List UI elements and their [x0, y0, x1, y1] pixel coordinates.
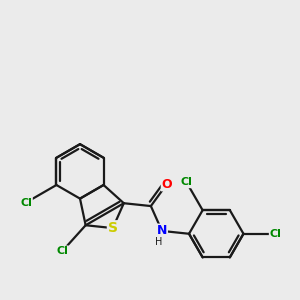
Text: Cl: Cl: [20, 197, 32, 208]
Text: Cl: Cl: [56, 246, 68, 256]
Text: S: S: [108, 221, 118, 235]
Text: Cl: Cl: [270, 229, 281, 239]
Text: N: N: [157, 224, 167, 237]
Text: Cl: Cl: [181, 177, 193, 188]
Text: O: O: [162, 178, 172, 190]
Text: H: H: [155, 237, 163, 247]
